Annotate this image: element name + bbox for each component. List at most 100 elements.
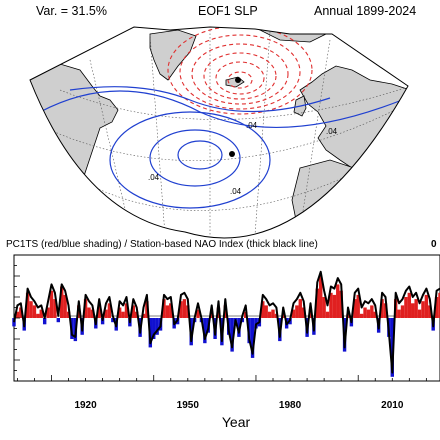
pc1ts-bar xyxy=(216,307,221,318)
pc1ts-bar xyxy=(315,288,320,318)
timeseries-title: PC1TS (red/blue shading) / Station-based… xyxy=(6,239,318,250)
pc1ts-bar xyxy=(203,318,207,344)
pc1ts-bar xyxy=(400,305,405,318)
pc1ts-bar xyxy=(230,318,234,352)
pc1ts-bar xyxy=(155,318,159,335)
pc1ts-bar xyxy=(414,299,418,318)
pc1ts-bar xyxy=(366,309,371,318)
pc1ts-bar xyxy=(271,309,275,318)
pc1ts-bar xyxy=(15,311,20,318)
pc1ts-bar xyxy=(46,307,50,318)
contour-label: .04 xyxy=(326,127,338,136)
pc1ts-bar xyxy=(25,292,30,318)
y-ticks xyxy=(14,254,20,382)
pc1ts-bar xyxy=(90,309,95,318)
pc1ts-bar xyxy=(223,305,227,318)
pc1ts-bar xyxy=(145,301,149,318)
positive-contours xyxy=(39,86,403,209)
pc1ts-bar xyxy=(329,292,333,318)
pc1ts-bar xyxy=(407,292,412,318)
x-tick-label: 1980 xyxy=(278,400,302,411)
pc1ts-bar xyxy=(380,299,384,318)
pc1ts-bar xyxy=(417,309,422,318)
timeseries-chart xyxy=(12,254,440,382)
eof-map: .04 .04 .04 .04 xyxy=(29,26,409,239)
pc1ts-bar xyxy=(42,318,47,325)
pc1ts-bar xyxy=(291,309,296,318)
map-title: EOF1 SLP xyxy=(198,4,258,18)
pc1ts-bar xyxy=(124,303,129,318)
land-africa xyxy=(291,159,408,238)
pc1ts-bar xyxy=(60,286,64,318)
pc1ts-bar xyxy=(411,303,415,318)
pc1ts-bar xyxy=(261,301,265,318)
x-axis-label: Year xyxy=(221,414,251,430)
pc1ts-bar xyxy=(370,305,374,318)
pc1ts-bar xyxy=(53,299,57,318)
pc1ts-bar xyxy=(66,311,71,318)
pc1ts-bar xyxy=(209,311,214,318)
x-tick-label: 1950 xyxy=(176,400,199,411)
pc1ts-bar xyxy=(100,318,105,325)
pc1ts-bar xyxy=(131,305,135,318)
map-frame xyxy=(29,26,409,239)
pc1ts-bar xyxy=(186,305,190,318)
pc1ts-bar xyxy=(359,313,364,318)
pc1ts-bar xyxy=(421,301,425,318)
pc1ts-bar xyxy=(264,305,268,318)
pc1ts-bar xyxy=(434,297,439,318)
pc1ts-bar xyxy=(97,305,101,318)
variance-label: Var. = 31.5% xyxy=(36,4,107,18)
pc1ts-bar xyxy=(111,318,115,323)
pc1ts-bar xyxy=(237,318,241,337)
pc1ts-bar xyxy=(165,305,170,318)
iceland-station-marker xyxy=(235,77,241,83)
pc1ts-bar xyxy=(39,309,43,318)
negative-contours xyxy=(167,27,313,115)
pc1ts-bar xyxy=(424,294,429,318)
pc1ts-bar xyxy=(267,311,272,318)
pc1ts-bar xyxy=(353,299,357,318)
pc1ts-bar xyxy=(32,305,37,318)
pc1ts-bar xyxy=(19,307,23,318)
pc1ts-bar xyxy=(250,318,255,358)
pc1ts-bar xyxy=(29,301,33,318)
contour-label: .04 xyxy=(230,187,242,196)
corner-label: 0 xyxy=(431,239,437,250)
pc1ts-bar xyxy=(121,311,125,318)
x-tick-label: 1920 xyxy=(74,400,97,411)
pc1ts-bar xyxy=(196,309,200,318)
pc1ts-bar xyxy=(56,318,61,323)
pc1ts-bar xyxy=(356,294,360,318)
x-tick-label: 2010 xyxy=(381,400,404,411)
pc1ts-bar xyxy=(63,294,67,318)
pc1ts-bar xyxy=(141,313,146,318)
pc1ts-bar xyxy=(390,318,394,377)
pc1ts-bar xyxy=(404,297,408,318)
contour-label: .04 xyxy=(148,173,160,182)
pc1ts-bar xyxy=(104,309,108,318)
pc1ts-bar xyxy=(383,303,388,318)
pc1ts-bar xyxy=(363,307,367,318)
pc1ts-bar xyxy=(373,311,377,318)
pc1ts-bar xyxy=(179,301,183,318)
pc1ts-bar xyxy=(428,305,432,318)
pc1ts-bar xyxy=(308,309,313,318)
pc1ts-bar xyxy=(87,307,91,318)
x-ticks xyxy=(17,375,427,381)
pc1ts-bar xyxy=(339,290,343,318)
pc1ts-bar xyxy=(182,299,187,318)
pc1ts-bar xyxy=(83,299,88,318)
pc1ts-bar xyxy=(49,290,54,318)
pc1ts-bar xyxy=(301,307,306,318)
contour-label: .04 xyxy=(246,121,258,130)
period-label: Annual 1899-2024 xyxy=(314,4,417,18)
nao-index-line xyxy=(13,270,440,374)
pc1ts-bar xyxy=(319,276,323,318)
pc1ts-bar xyxy=(162,299,166,318)
pc1ts-bar xyxy=(298,299,302,318)
pc1ts-bar xyxy=(36,313,40,318)
pc1ts-bar xyxy=(117,307,122,318)
pc1ts-bar xyxy=(107,303,112,318)
